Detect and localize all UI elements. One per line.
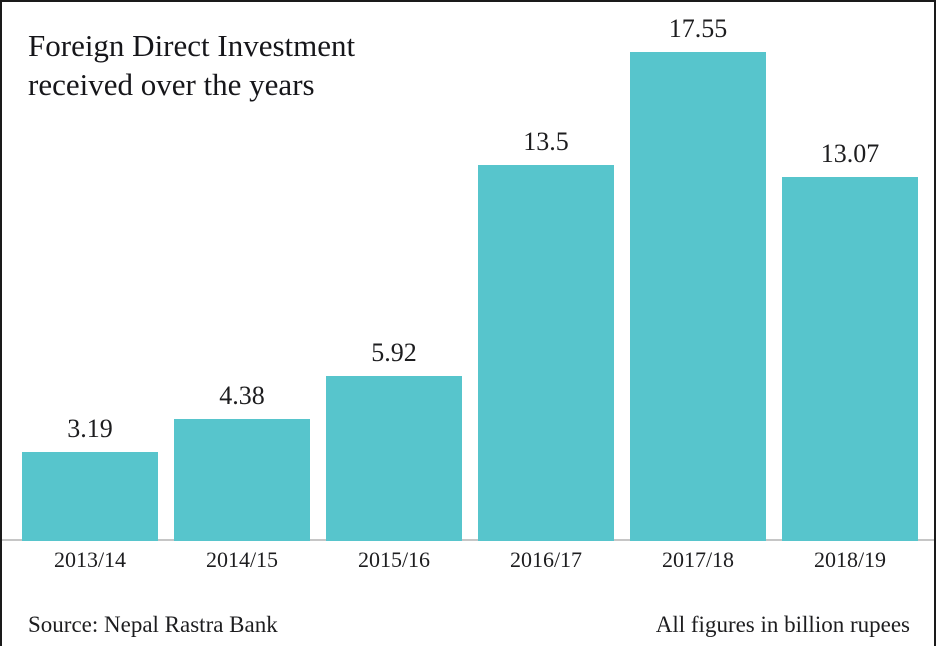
x-tick-label: 2018/19 bbox=[813, 547, 887, 572]
x-tick-label: 2014/15 bbox=[205, 547, 279, 572]
footer: Source: Nepal Rastra Bank All figures in… bbox=[28, 612, 910, 638]
x-tick-label: 2017/18 bbox=[661, 547, 735, 572]
chart-title-line1: Foreign Direct Investment bbox=[28, 28, 356, 63]
x-tick-label: 2015/16 bbox=[357, 547, 431, 572]
bar-value-label: 13.5 bbox=[523, 127, 569, 156]
bar bbox=[326, 376, 462, 541]
bar bbox=[478, 165, 614, 541]
plot-area: 3.19 4.38 5.92 13.5 17.55 13.07 bbox=[2, 2, 934, 541]
x-axis-labels: 2013/14 2014/15 2015/16 2016/17 2017/18 2018/… bbox=[2, 547, 934, 575]
bar-value-label: 5.92 bbox=[371, 338, 417, 367]
bar bbox=[174, 419, 310, 541]
chart-title-line2: received over the years bbox=[28, 67, 315, 102]
unit-note: All figures in billion rupees bbox=[655, 612, 910, 637]
x-tick-label: 2013/14 bbox=[53, 547, 127, 572]
bar-value-label: 17.55 bbox=[668, 14, 728, 43]
x-axis-line bbox=[2, 539, 934, 541]
bar bbox=[22, 452, 158, 541]
bar bbox=[782, 177, 918, 541]
bar-value-label: 3.19 bbox=[67, 414, 113, 443]
source-note: Source: Nepal Rastra Bank bbox=[28, 612, 278, 637]
bar-value-label: 13.07 bbox=[820, 139, 880, 168]
bar-value-label: 4.38 bbox=[219, 381, 265, 410]
bar bbox=[630, 52, 766, 541]
x-tick-label: 2016/17 bbox=[509, 547, 583, 572]
chart-title: Foreign Direct Investment received over … bbox=[28, 26, 355, 104]
